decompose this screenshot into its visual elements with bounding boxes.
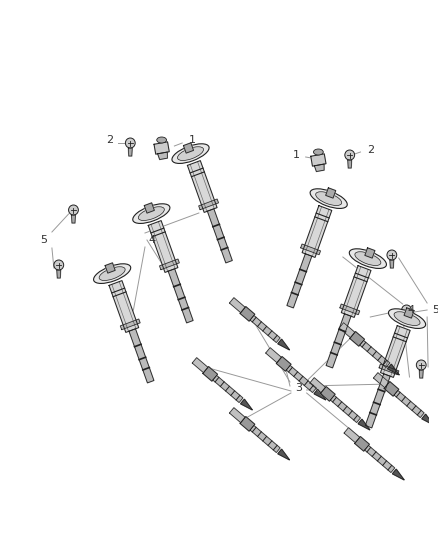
Polygon shape (129, 329, 154, 383)
Polygon shape (301, 244, 321, 255)
Ellipse shape (133, 204, 170, 223)
Polygon shape (158, 152, 167, 159)
Polygon shape (278, 449, 290, 460)
Polygon shape (199, 199, 219, 209)
Polygon shape (358, 419, 370, 430)
Text: 3: 3 (295, 383, 302, 393)
Polygon shape (360, 341, 390, 368)
Ellipse shape (310, 189, 347, 208)
Polygon shape (187, 160, 217, 212)
Polygon shape (276, 357, 291, 371)
Polygon shape (105, 263, 115, 273)
Polygon shape (144, 203, 154, 213)
Polygon shape (314, 164, 324, 172)
Polygon shape (57, 270, 61, 278)
Ellipse shape (316, 192, 342, 206)
Polygon shape (192, 358, 208, 373)
Ellipse shape (94, 264, 131, 284)
Polygon shape (326, 188, 336, 198)
Polygon shape (379, 364, 399, 375)
Ellipse shape (157, 137, 166, 143)
Polygon shape (390, 260, 394, 268)
Polygon shape (350, 332, 364, 346)
Polygon shape (374, 373, 389, 387)
Polygon shape (311, 154, 326, 166)
Polygon shape (240, 417, 255, 431)
Polygon shape (148, 221, 178, 272)
Polygon shape (208, 209, 232, 263)
Polygon shape (344, 427, 360, 443)
Polygon shape (184, 143, 194, 153)
Circle shape (54, 260, 64, 270)
Polygon shape (339, 322, 355, 338)
Ellipse shape (355, 252, 381, 265)
Polygon shape (159, 259, 179, 270)
Circle shape (387, 250, 397, 260)
Polygon shape (310, 378, 325, 393)
Polygon shape (419, 370, 423, 378)
Polygon shape (365, 248, 375, 258)
Circle shape (417, 360, 426, 370)
Polygon shape (203, 367, 218, 381)
Polygon shape (109, 280, 139, 333)
Polygon shape (341, 265, 371, 317)
Ellipse shape (394, 312, 420, 326)
Polygon shape (365, 446, 395, 473)
Polygon shape (287, 254, 312, 308)
Polygon shape (240, 306, 255, 321)
Polygon shape (388, 364, 399, 375)
Circle shape (345, 150, 355, 160)
Polygon shape (286, 366, 316, 392)
Polygon shape (266, 348, 281, 362)
Polygon shape (384, 382, 399, 396)
Polygon shape (250, 316, 280, 343)
Polygon shape (394, 390, 424, 417)
Polygon shape (240, 399, 252, 410)
Polygon shape (381, 326, 410, 377)
Polygon shape (365, 374, 390, 428)
Polygon shape (314, 389, 326, 400)
Polygon shape (154, 142, 169, 154)
Circle shape (402, 305, 411, 315)
Polygon shape (230, 297, 245, 313)
Polygon shape (392, 469, 404, 480)
Polygon shape (278, 339, 290, 350)
Text: 2: 2 (106, 135, 113, 145)
Ellipse shape (349, 249, 386, 269)
Polygon shape (326, 314, 351, 368)
Polygon shape (168, 269, 193, 323)
Text: 1: 1 (292, 150, 299, 160)
Text: 5: 5 (41, 235, 48, 245)
Circle shape (125, 138, 135, 148)
Polygon shape (213, 375, 243, 402)
Ellipse shape (389, 309, 426, 328)
Text: 2: 2 (367, 145, 374, 155)
Text: 4: 4 (148, 235, 155, 245)
Ellipse shape (177, 147, 204, 160)
Text: 4: 4 (408, 305, 415, 315)
Polygon shape (71, 215, 75, 223)
Polygon shape (128, 148, 132, 156)
Ellipse shape (314, 149, 323, 155)
Polygon shape (355, 437, 369, 451)
Polygon shape (405, 315, 409, 323)
Polygon shape (230, 408, 245, 423)
Polygon shape (302, 206, 332, 257)
Circle shape (69, 205, 78, 215)
Polygon shape (348, 160, 352, 168)
Polygon shape (250, 425, 280, 453)
Polygon shape (340, 304, 360, 314)
Text: 1: 1 (188, 135, 195, 145)
Polygon shape (120, 319, 140, 330)
Polygon shape (422, 414, 434, 425)
Polygon shape (404, 308, 414, 318)
Ellipse shape (172, 144, 209, 164)
Text: 5: 5 (432, 305, 438, 315)
Polygon shape (321, 386, 335, 401)
Polygon shape (330, 395, 360, 423)
Ellipse shape (99, 266, 125, 280)
Ellipse shape (138, 207, 164, 221)
